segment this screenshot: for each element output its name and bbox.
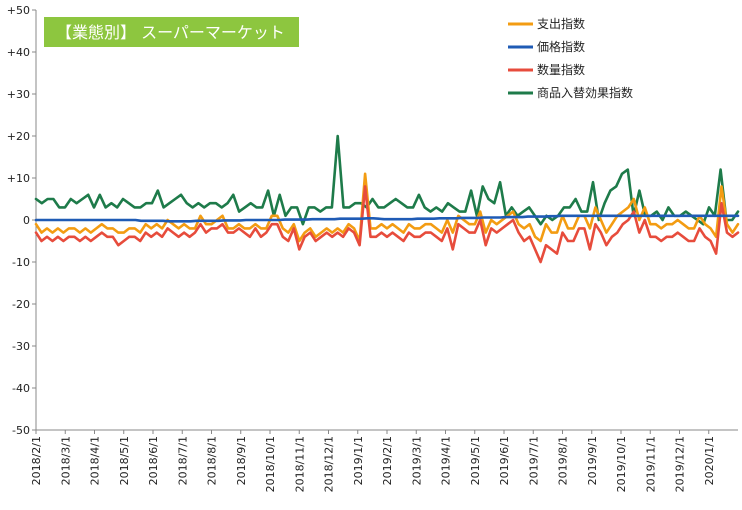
legend-label: 商品入替効果指数 xyxy=(537,85,633,100)
y-tick-label: -50 xyxy=(12,424,30,437)
legend-label: 数量指数 xyxy=(537,62,585,77)
y-tick-label: -30 xyxy=(12,340,30,353)
y-tick-label: 0 xyxy=(23,214,30,227)
x-tick-label: 2018/4/1 xyxy=(89,436,102,485)
legend-item: 商品入替効果指数 xyxy=(508,85,633,100)
series-line-1 xyxy=(34,214,740,223)
series-lines xyxy=(34,134,740,264)
x-tick-label: 2018/5/1 xyxy=(118,436,131,485)
x-tick-label: 2018/8/1 xyxy=(206,436,219,485)
legend-item: 支出指数 xyxy=(508,16,585,31)
x-tick-label: 2019/10/1 xyxy=(615,436,628,492)
x-tick-label: 2019/7/1 xyxy=(527,436,540,485)
y-tick-label: +40 xyxy=(7,46,30,59)
x-tick-label: 2019/2/1 xyxy=(381,436,394,485)
y-tick-label: -20 xyxy=(12,298,30,311)
series-line-3 xyxy=(34,134,740,226)
x-tick-label: 2018/7/1 xyxy=(176,436,189,485)
x-tick-label: 2018/3/1 xyxy=(59,436,72,485)
title-background xyxy=(44,17,299,47)
legend-label: 支出指数 xyxy=(537,16,585,31)
x-tick-label: 2018/6/1 xyxy=(147,436,160,485)
legend-item: 価格指数 xyxy=(508,39,585,54)
y-tick-label: +20 xyxy=(7,130,30,143)
x-tick-label: 2019/6/1 xyxy=(498,436,511,485)
chart-title: 【業態別】 スーパーマーケット xyxy=(56,23,285,42)
x-tick-label: 2019/1/1 xyxy=(352,436,365,485)
y-tick-label: +50 xyxy=(7,4,30,17)
x-tick-label: 2019/9/1 xyxy=(586,436,599,485)
legend-label: 価格指数 xyxy=(537,39,585,54)
x-tick-label: 2018/11/1 xyxy=(293,436,306,492)
y-tick-label: -10 xyxy=(12,256,30,269)
x-tick-label: 2018/9/1 xyxy=(235,436,248,485)
x-tick-label: 2018/2/1 xyxy=(30,436,43,485)
y-tick-label: -40 xyxy=(12,382,30,395)
x-tick-label: 2019/4/1 xyxy=(440,436,453,485)
x-tick-label: 2018/10/1 xyxy=(264,436,277,492)
series-line-0 xyxy=(34,172,740,243)
x-tick-label: 2018/12/1 xyxy=(323,436,336,492)
y-tick-label: +30 xyxy=(7,88,30,101)
chart-title-box: 【業態別】 スーパーマーケット xyxy=(44,17,299,47)
x-tick-label: 2019/12/1 xyxy=(674,436,687,492)
series-line-2 xyxy=(34,185,740,264)
legend-item: 数量指数 xyxy=(508,62,585,77)
x-tick-label: 2019/8/1 xyxy=(557,436,570,485)
x-tick-label: 2019/3/1 xyxy=(410,436,423,485)
y-tick-label: +10 xyxy=(7,172,30,185)
x-tick-label: 2020/1/1 xyxy=(703,436,716,485)
x-tick-label: 2019/5/1 xyxy=(469,436,482,485)
x-tick-label: 2019/11/1 xyxy=(644,436,657,492)
